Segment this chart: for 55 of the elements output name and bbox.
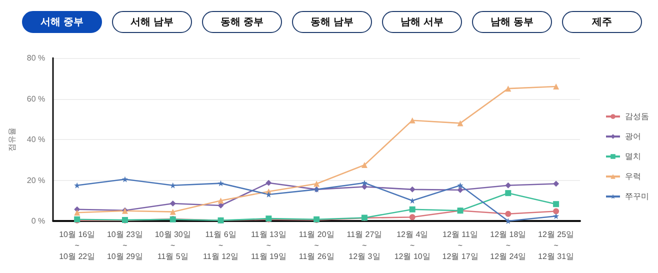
x-tick-label: 11월 20일 ~ 11월 26일 [298, 230, 334, 261]
point [314, 180, 320, 187]
legend-label: 광어 [625, 132, 641, 141]
text: 남해 서부 [382, 11, 462, 33]
legend-label: 감성돔 [625, 112, 649, 121]
point [553, 213, 560, 220]
x-tick-label: 12월 18일 ~ 12월 24일 [490, 230, 526, 261]
point [457, 187, 464, 194]
y-tick-label: 0 % [31, 216, 46, 226]
point [409, 214, 416, 220]
point [505, 190, 512, 196]
text: 서해 남부 [112, 11, 192, 33]
x-tick-label: 11월 27일 ~ 12월 3일 [346, 230, 382, 261]
y-tick-label: 40 % [26, 135, 46, 144]
point [218, 198, 224, 204]
point [457, 182, 464, 188]
point [170, 208, 176, 215]
x-tick-label: 10월 23일 ~ 10월 29일 [106, 230, 143, 261]
y-axis-title: 점유율 [8, 128, 16, 152]
point [553, 84, 560, 90]
text: 남해 동부 [472, 11, 552, 33]
point [505, 182, 512, 188]
point [505, 210, 512, 217]
legend-label: 우럭 [625, 172, 641, 181]
point [553, 180, 560, 187]
text: 동해 중부 [202, 11, 282, 33]
point [218, 180, 224, 186]
y-tick-label: 80 % [26, 54, 46, 62]
x-tick-label: 12월 25일 ~ 12월 31일 [538, 230, 574, 261]
point [505, 86, 512, 92]
point [266, 192, 272, 198]
x-tick-label: 11월 6일 ~ 11월 12일 [203, 230, 238, 261]
x-tick-label: 10월 30일 ~ 11월 5일 [154, 230, 191, 261]
x-tick-label: 11월 13일 ~ 11월 19일 [250, 230, 286, 261]
point [74, 210, 80, 216]
x-tick-label: 12월 4일 ~ 12월 10일 [394, 230, 430, 261]
point [553, 208, 560, 214]
point [266, 180, 272, 186]
text: 제주 [562, 11, 642, 33]
point [122, 176, 128, 182]
text: 서해 중부 [22, 11, 102, 33]
y-tick-label: 60 % [26, 94, 46, 104]
x-tick-label: 12월 11일 ~ 12월 17일 [442, 230, 478, 261]
point [553, 201, 560, 208]
point [170, 200, 176, 206]
legend-label: 쭈꾸미 [625, 192, 649, 201]
point [457, 120, 464, 126]
y-tick-label: 20 % [26, 176, 46, 185]
x-tick-label: 10월 16일 ~ 10월 22일 [59, 230, 96, 261]
point [409, 206, 416, 212]
text: 동해 남부 [292, 11, 372, 33]
point [361, 162, 368, 168]
legend-label: 멸치 [625, 152, 641, 161]
point [505, 218, 512, 224]
point [361, 180, 368, 186]
